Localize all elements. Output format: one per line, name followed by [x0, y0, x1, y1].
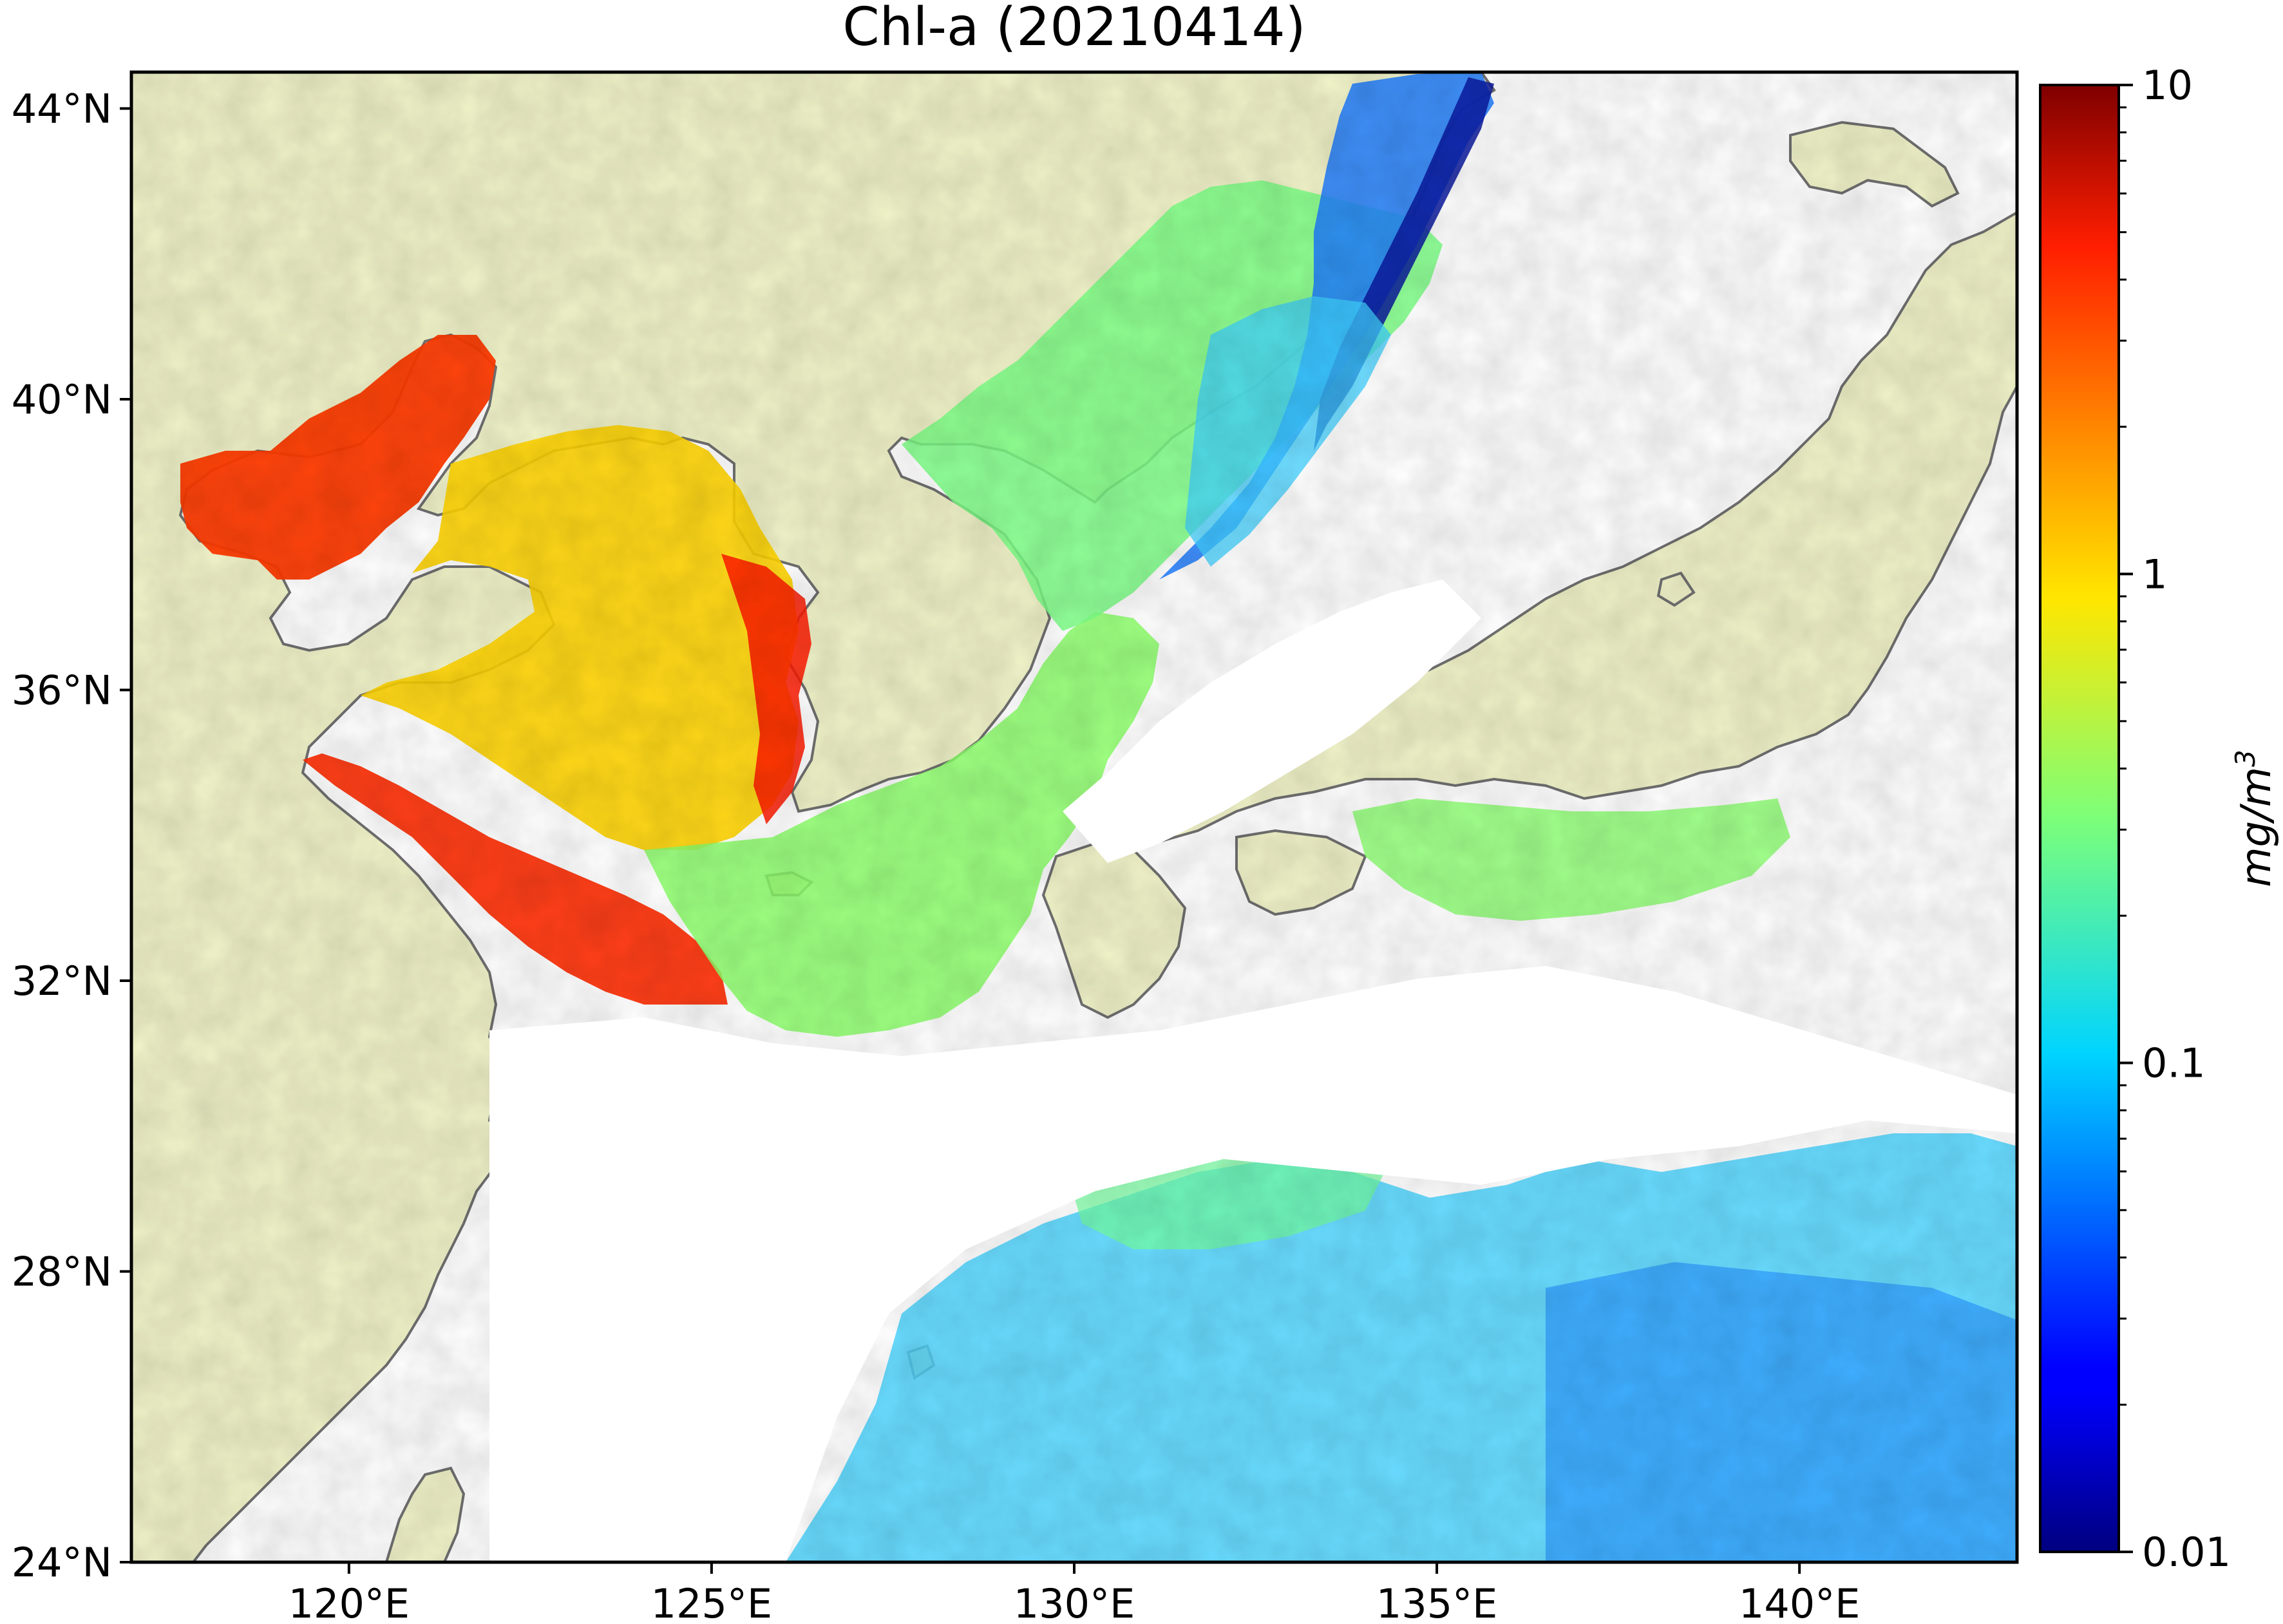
lon-tick-label: 140°E — [1739, 1580, 1861, 1624]
colorbar-gradient — [2040, 85, 2119, 1552]
colorbar-tick-label: 0.01 — [2142, 1529, 2231, 1576]
lon-tick-label: 125°E — [651, 1580, 773, 1624]
colorbar-ticks: 10 1 0.1 0.01 — [2119, 62, 2231, 1576]
longitude-axis: 120°E 125°E 130°E 135°E 140°E — [289, 1562, 1861, 1624]
latitude-axis: 44°N 40°N 36°N 32°N 28°N 24°N — [12, 85, 131, 1586]
lat-tick-label: 32°N — [12, 958, 112, 1005]
lat-tick-label: 40°N — [12, 376, 112, 423]
colorbar-frame — [2039, 84, 2120, 1553]
lat-tick-label: 44°N — [12, 85, 112, 132]
cloud-gap-south — [489, 966, 2017, 1562]
lat-tick-label: 24°N — [12, 1539, 112, 1586]
lon-tick-label: 130°E — [1014, 1580, 1135, 1624]
map-title: Chl-a (20210414) — [842, 0, 1305, 58]
colorbar-tick-label: 1 — [2142, 551, 2167, 598]
colorbar-axis-label: mg/m3 — [2230, 750, 2281, 887]
lon-tick-label: 120°E — [289, 1580, 410, 1624]
lat-tick-label: 36°N — [12, 666, 112, 713]
colorbar-tick-label: 0.1 — [2142, 1040, 2206, 1087]
cloud-gap-central — [1063, 580, 1481, 863]
colorbar-tick-label: 10 — [2142, 62, 2193, 109]
lon-tick-label: 135°E — [1376, 1580, 1498, 1624]
colorbar: 10 1 0.1 0.01 mg/m3 — [2039, 62, 2281, 1576]
map-panel — [131, 72, 2017, 1562]
chlorophyll-field — [131, 72, 2017, 1562]
lat-tick-label: 28°N — [12, 1248, 112, 1295]
